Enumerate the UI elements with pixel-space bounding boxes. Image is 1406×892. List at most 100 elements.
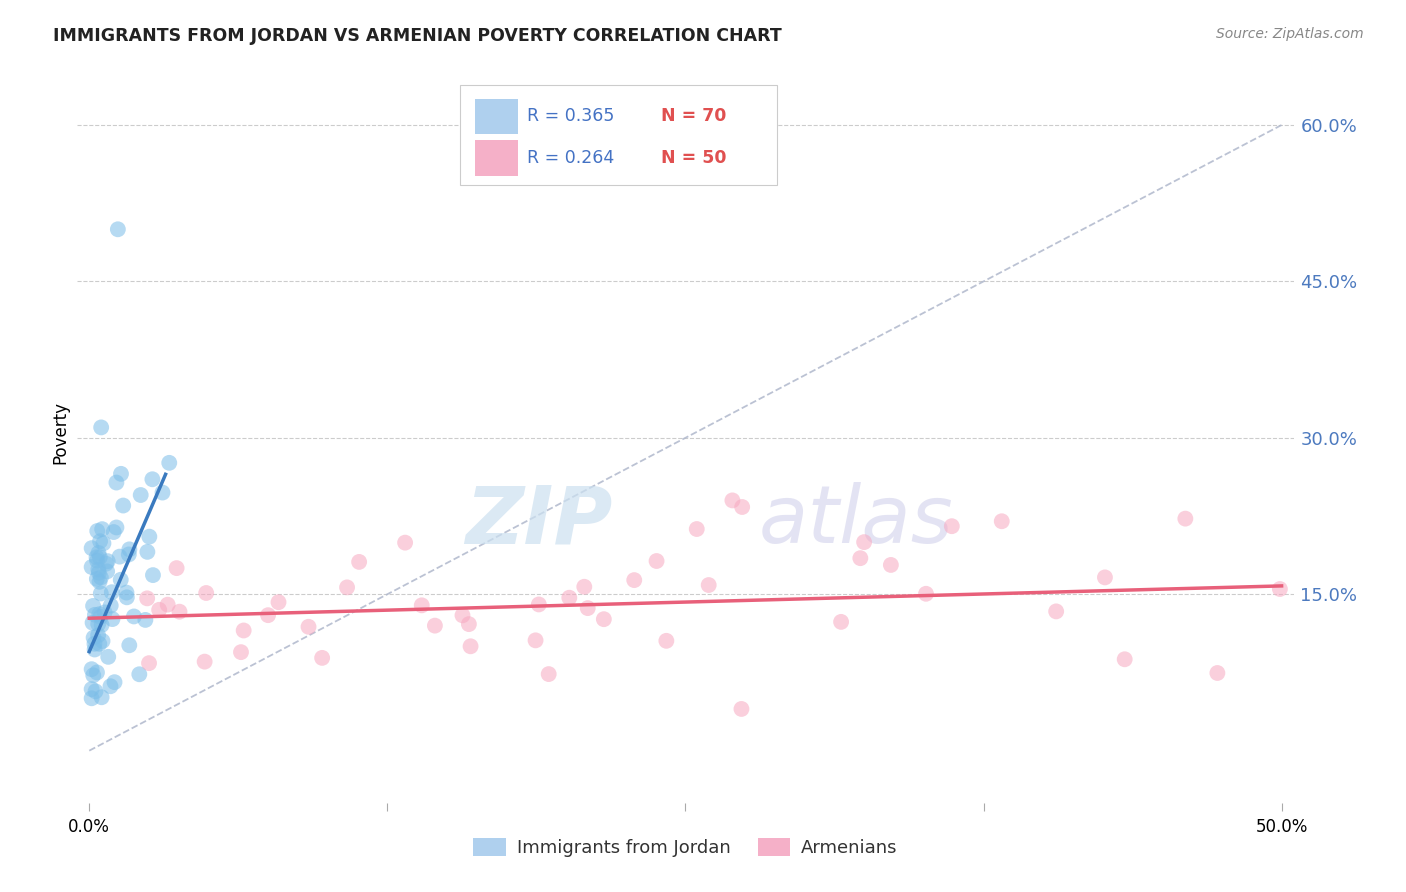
Point	[232, 624, 254, 638]
Point	[136, 591, 159, 606]
Point	[138, 530, 160, 544]
Point	[110, 467, 132, 481]
Point	[90, 420, 112, 434]
Point	[90, 690, 112, 705]
Point	[94, 557, 117, 571]
Point	[655, 633, 678, 648]
Point	[86, 550, 108, 565]
Point	[108, 549, 131, 564]
Text: N = 50: N = 50	[661, 149, 727, 167]
Point	[1174, 511, 1197, 525]
Point	[537, 667, 560, 681]
Point	[112, 499, 135, 513]
Point	[83, 642, 105, 657]
Point	[830, 615, 852, 629]
Point	[336, 580, 359, 594]
Point	[574, 580, 596, 594]
Point	[152, 485, 174, 500]
Point	[460, 640, 482, 654]
Text: N = 70: N = 70	[661, 108, 727, 126]
Point	[89, 534, 111, 549]
Point	[229, 645, 252, 659]
Point	[297, 620, 319, 634]
Point	[730, 702, 752, 716]
Point	[451, 608, 474, 623]
Point	[105, 520, 128, 534]
Point	[411, 599, 433, 613]
Point	[87, 566, 110, 580]
Point	[83, 637, 105, 651]
Point	[91, 522, 114, 536]
Point	[1268, 582, 1291, 596]
Point	[195, 586, 218, 600]
Point	[697, 578, 720, 592]
Point	[1206, 665, 1229, 680]
Point	[686, 522, 709, 536]
Point	[311, 651, 333, 665]
Point	[89, 637, 111, 651]
Point	[941, 519, 963, 533]
Point	[122, 609, 145, 624]
Point	[915, 587, 938, 601]
Text: IMMIGRANTS FROM JORDAN VS ARMENIAN POVERTY CORRELATION CHART: IMMIGRANTS FROM JORDAN VS ARMENIAN POVER…	[53, 27, 782, 45]
Point	[118, 638, 141, 652]
Point	[93, 606, 115, 620]
Point	[138, 656, 160, 670]
Point	[142, 568, 165, 582]
Text: ZIP: ZIP	[465, 483, 613, 560]
Point	[110, 573, 132, 587]
Point	[86, 572, 108, 586]
FancyBboxPatch shape	[460, 85, 776, 185]
Point	[82, 599, 104, 613]
Point	[84, 607, 107, 622]
Point	[86, 665, 108, 680]
Point	[423, 618, 446, 632]
Point	[134, 613, 156, 627]
Point	[731, 500, 754, 514]
Point	[82, 668, 104, 682]
Point	[86, 553, 108, 567]
Point	[103, 524, 125, 539]
Point	[524, 633, 547, 648]
Point	[592, 612, 614, 626]
Point	[849, 551, 872, 566]
Point	[89, 550, 111, 565]
Point	[91, 634, 114, 648]
Point	[623, 573, 645, 587]
Point	[101, 612, 124, 626]
Point	[157, 456, 180, 470]
Point	[880, 558, 903, 572]
Point	[148, 603, 170, 617]
Point	[80, 541, 103, 555]
Point	[166, 561, 188, 575]
Point	[1045, 604, 1067, 618]
Point	[87, 628, 110, 642]
Point	[347, 555, 370, 569]
Point	[558, 591, 581, 605]
Point	[84, 684, 107, 698]
Y-axis label: Poverty: Poverty	[51, 401, 69, 464]
Text: R = 0.264: R = 0.264	[527, 149, 614, 167]
Point	[86, 524, 108, 538]
Point	[107, 222, 129, 236]
Point	[97, 649, 120, 664]
Point	[97, 554, 120, 568]
Text: atlas: atlas	[758, 483, 953, 560]
Point	[80, 662, 103, 676]
Point	[100, 679, 122, 693]
Point	[96, 565, 118, 579]
Point	[990, 514, 1012, 528]
Point	[136, 545, 159, 559]
Point	[156, 598, 179, 612]
Point	[169, 605, 191, 619]
Point	[87, 617, 110, 632]
Point	[853, 535, 876, 549]
Point	[87, 562, 110, 576]
Point	[576, 601, 599, 615]
Point	[194, 655, 217, 669]
Point	[80, 560, 103, 574]
Point	[89, 610, 111, 624]
Point	[89, 607, 111, 622]
Point	[645, 554, 668, 568]
Point	[394, 535, 416, 549]
